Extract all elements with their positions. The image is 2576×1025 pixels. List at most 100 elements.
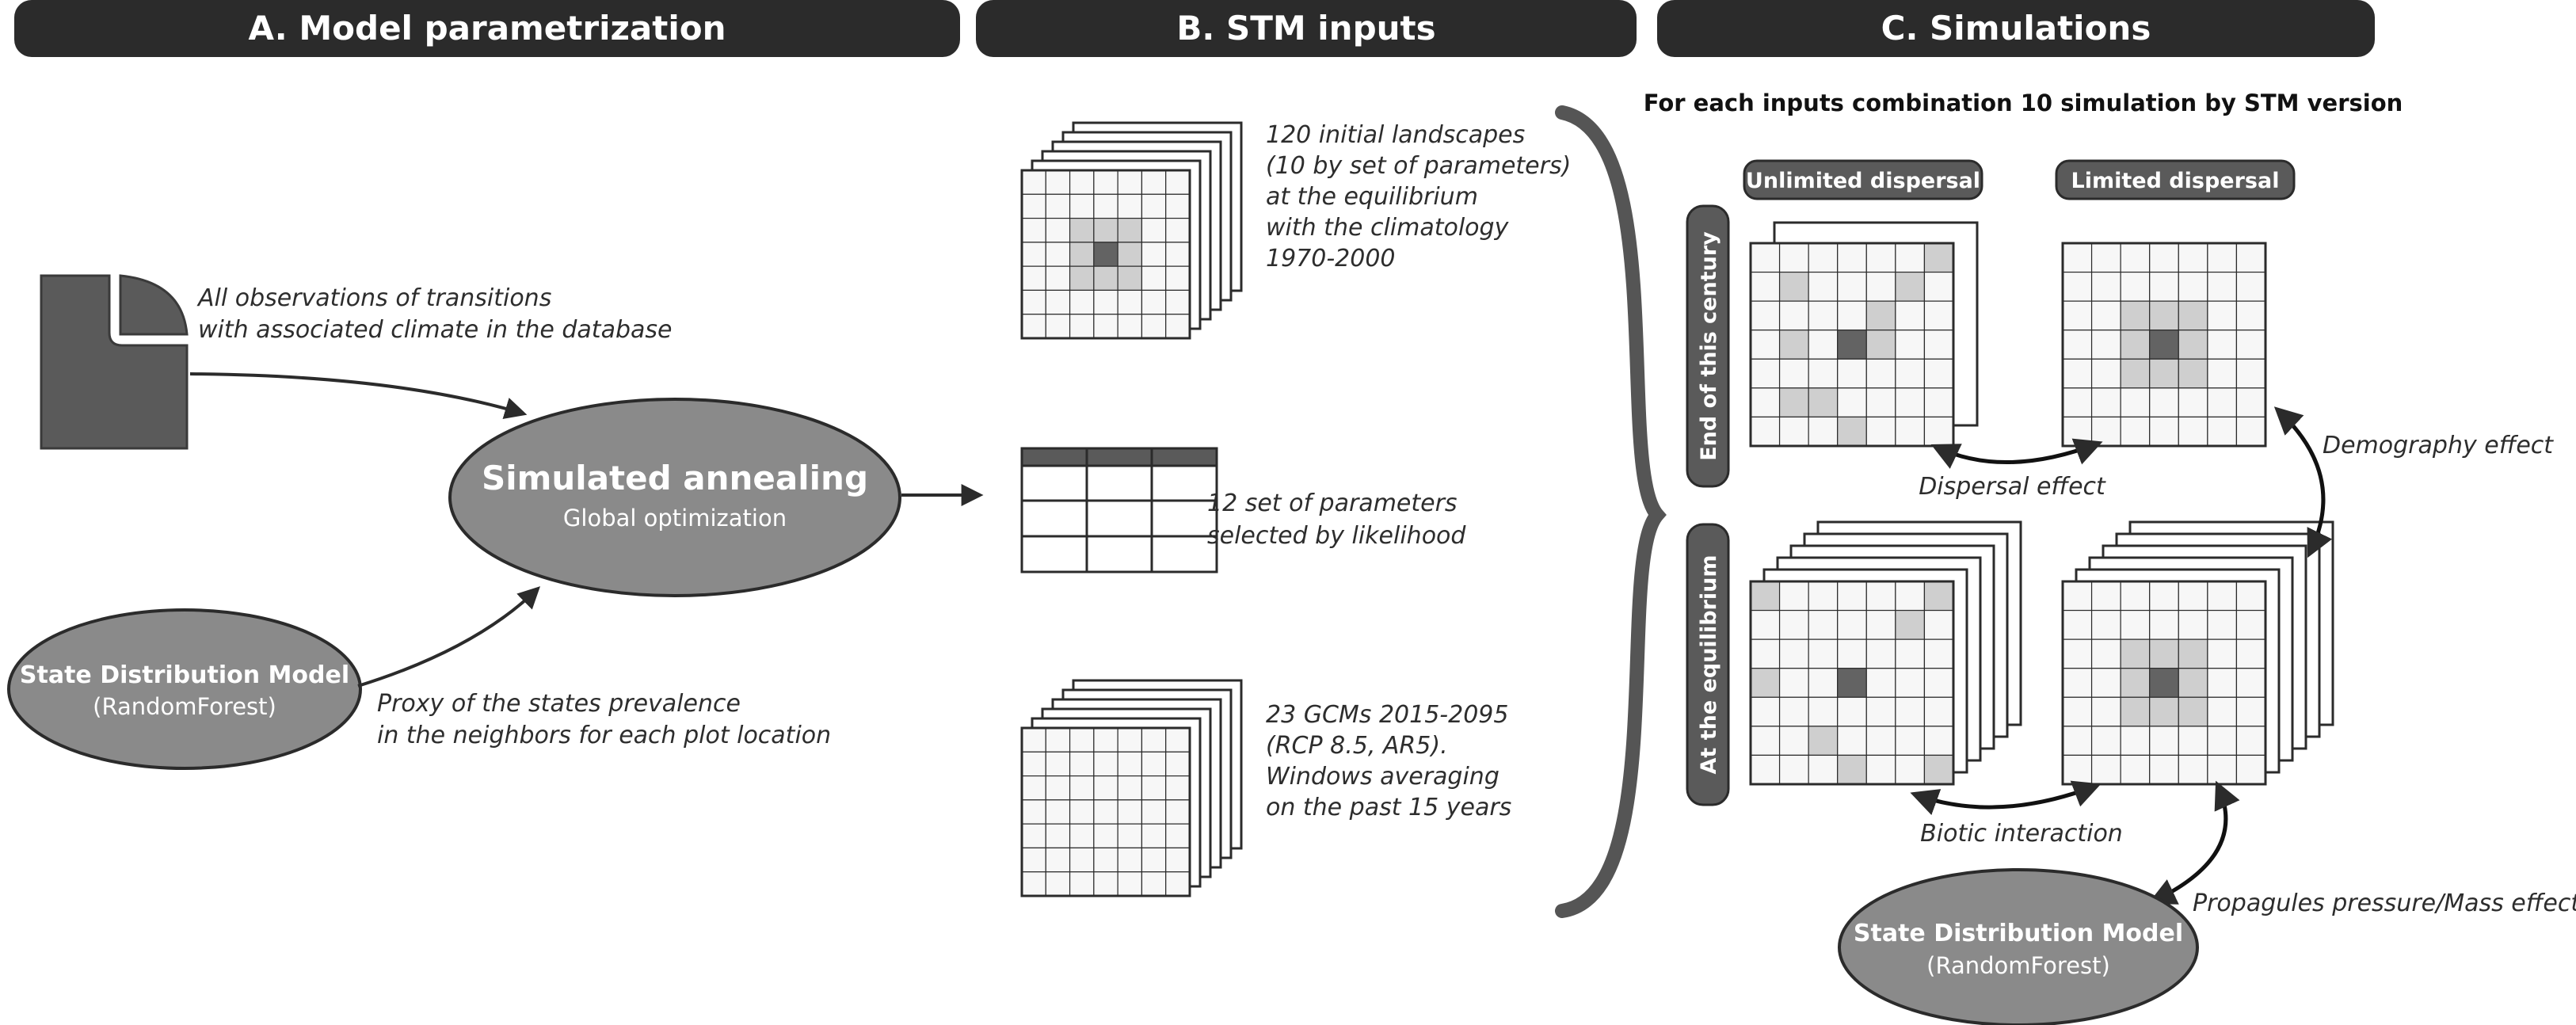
grid-cell bbox=[1165, 265, 1191, 291]
grid-cell bbox=[1021, 170, 1046, 195]
grid-cell bbox=[1778, 271, 1809, 302]
grid-cell bbox=[1141, 775, 1167, 801]
grid-cell bbox=[1837, 242, 1867, 273]
grid-cell bbox=[2062, 300, 2093, 331]
grid-cell bbox=[2235, 638, 2266, 669]
grid-cell bbox=[1021, 775, 1046, 801]
grid-cell bbox=[1045, 289, 1071, 315]
grid-cell bbox=[2235, 416, 2266, 447]
row-label-equilibrium: At the equilibrium bbox=[1686, 523, 1730, 806]
grid-cell bbox=[1045, 847, 1071, 873]
grid-cell bbox=[2178, 581, 2208, 612]
grid-cell bbox=[1778, 330, 1809, 360]
grid-cell bbox=[1141, 847, 1167, 873]
grid-cell bbox=[2149, 581, 2179, 612]
grid-cell bbox=[2235, 300, 2266, 331]
grid-cell bbox=[1750, 668, 1781, 698]
grid-cell bbox=[1750, 416, 1781, 447]
grid-cell bbox=[1808, 242, 1839, 273]
landscapes-text: 120 initial landscapes (10 by set of par… bbox=[1266, 121, 1579, 272]
grid-cell bbox=[1045, 170, 1071, 195]
initial-landscapes-stack bbox=[1020, 121, 1243, 340]
grid-cell bbox=[2090, 726, 2121, 756]
grid-cell bbox=[1895, 581, 1926, 612]
grid-cell bbox=[2207, 358, 2238, 389]
grid-cell bbox=[1021, 314, 1046, 339]
grid-cell bbox=[1895, 754, 1926, 785]
grid-cell bbox=[2149, 387, 2179, 418]
grid-cell bbox=[2090, 754, 2121, 785]
grid-cell bbox=[1069, 847, 1095, 873]
grid-cell bbox=[2178, 358, 2208, 389]
simulation-limited-end-century bbox=[2061, 242, 2267, 448]
grid-cell bbox=[2235, 242, 2266, 273]
grid-cell bbox=[2178, 726, 2208, 756]
header-b: B. STM inputs bbox=[976, 0, 1637, 57]
grid-cell bbox=[2149, 726, 2179, 756]
grouping-brace bbox=[1555, 105, 1667, 918]
state-distribution-model-node-c bbox=[1838, 868, 2199, 1025]
grid-cell bbox=[2235, 609, 2266, 640]
grid-cell bbox=[2062, 387, 2093, 418]
grid-cell bbox=[1778, 581, 1809, 612]
grid-cell bbox=[1165, 170, 1191, 195]
grid-cell bbox=[1093, 727, 1118, 753]
grid-cell bbox=[1895, 300, 1926, 331]
grid-cell bbox=[1895, 242, 1926, 273]
grid-cell bbox=[1141, 242, 1167, 267]
grid-cell bbox=[1069, 170, 1095, 195]
grid-cell bbox=[2178, 609, 2208, 640]
grid-cell bbox=[1021, 823, 1046, 849]
grid-cell bbox=[1837, 300, 1867, 331]
grid-cell bbox=[1895, 696, 1926, 727]
grid-cell bbox=[1778, 638, 1809, 669]
grid-cell bbox=[2120, 330, 2151, 360]
landscapes-line-3: at the equilibrium bbox=[1266, 183, 1478, 211]
grid-cell bbox=[1778, 609, 1809, 640]
grid-cell bbox=[2178, 638, 2208, 669]
grid-cell bbox=[1750, 300, 1781, 331]
grid-cell bbox=[1141, 217, 1167, 243]
grid-cell bbox=[1045, 242, 1071, 267]
grid-cell bbox=[1865, 271, 1896, 302]
grid-cell bbox=[1117, 751, 1143, 777]
grid-cell bbox=[1808, 358, 1839, 389]
grid-cell bbox=[1837, 668, 1867, 698]
grid-cell bbox=[1069, 314, 1095, 339]
grid-cell bbox=[1808, 271, 1839, 302]
landscapes-line-5: 1970-2000 bbox=[1266, 245, 1396, 272]
observations-line-2: with associated climate in the database bbox=[198, 316, 672, 344]
grid-cell bbox=[1045, 314, 1071, 339]
grid-cell bbox=[1165, 847, 1191, 873]
grid-cell bbox=[1923, 300, 1954, 331]
grid-cell bbox=[2090, 416, 2121, 447]
grid-cell bbox=[2090, 609, 2121, 640]
grid-cell bbox=[1045, 751, 1071, 777]
grid-cell bbox=[1141, 727, 1167, 753]
limited-dispersal-text: Limited dispersal bbox=[2071, 169, 2280, 193]
grid-cell bbox=[2178, 416, 2208, 447]
grid-cell bbox=[1093, 217, 1118, 243]
grid-cell bbox=[2062, 638, 2093, 669]
grid-cell bbox=[1141, 751, 1167, 777]
gcm-climate-stack bbox=[1020, 679, 1243, 897]
grid-cell bbox=[1093, 847, 1118, 873]
arrow-sdm-to-annealing bbox=[357, 586, 541, 688]
demography-effect-label: Demography effect bbox=[2323, 432, 2554, 459]
grid-cell bbox=[1923, 416, 1954, 447]
grid-cell bbox=[2178, 242, 2208, 273]
grid-frame-border bbox=[1020, 169, 1191, 340]
grid-cell bbox=[1837, 330, 1867, 360]
grid-cell bbox=[1165, 289, 1191, 315]
grid-cell bbox=[1778, 242, 1809, 273]
grid-cell bbox=[2120, 754, 2151, 785]
sdm-c-title: State Distribution Model bbox=[1854, 920, 2183, 947]
grid-cell bbox=[1093, 823, 1118, 849]
grid-cell bbox=[1117, 265, 1143, 291]
grid-cell bbox=[2090, 581, 2121, 612]
grid-cell bbox=[2120, 416, 2151, 447]
grid-cell bbox=[1045, 775, 1071, 801]
grid-cell bbox=[1117, 217, 1143, 243]
grid-cell bbox=[2235, 358, 2266, 389]
